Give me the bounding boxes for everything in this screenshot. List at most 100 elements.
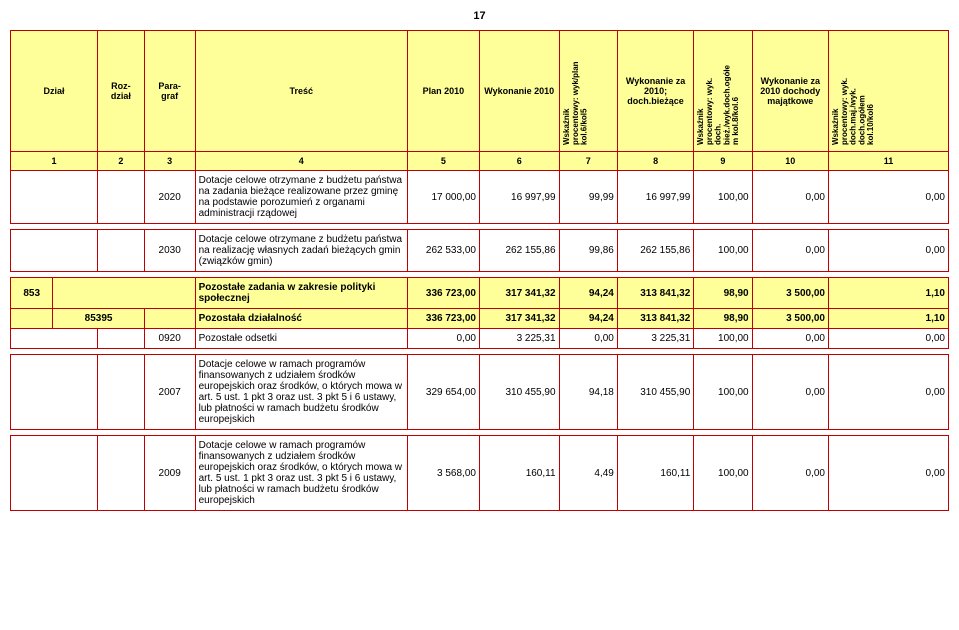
cell-empty bbox=[98, 230, 145, 272]
cell-value: 3 568,00 bbox=[407, 436, 479, 511]
cell-value: 313 841,32 bbox=[617, 278, 693, 309]
cell-empty bbox=[11, 329, 98, 349]
cell-value: 317 341,32 bbox=[479, 309, 559, 329]
cell-value: 0,00 bbox=[752, 355, 828, 430]
cell-value: 0,00 bbox=[752, 436, 828, 511]
colnum-9: 9 bbox=[694, 152, 752, 171]
cell-value: 16 997,99 bbox=[479, 171, 559, 224]
table-row: 2030Dotacje celowe otrzymane z budżetu p… bbox=[11, 230, 949, 272]
cell-value: 3 500,00 bbox=[752, 309, 828, 329]
cell-value: 317 341,32 bbox=[479, 278, 559, 309]
header-row: Dział Roz- dział Para- graf Treść Plan 2… bbox=[11, 31, 949, 152]
cell-value: 262 533,00 bbox=[407, 230, 479, 272]
budget-table: Dział Roz- dział Para- graf Treść Plan 2… bbox=[10, 30, 949, 511]
cell-value: 0,00 bbox=[752, 171, 828, 224]
colnum-2: 2 bbox=[98, 152, 145, 171]
colnum-5: 5 bbox=[407, 152, 479, 171]
cell-value: 98,90 bbox=[694, 309, 752, 329]
cell-value: 94,24 bbox=[559, 309, 617, 329]
cell-value: 0,00 bbox=[752, 230, 828, 272]
cell-paragraf: 0920 bbox=[144, 329, 195, 349]
cell-value: 0,00 bbox=[407, 329, 479, 349]
colnum-7: 7 bbox=[559, 152, 617, 171]
colnum-11: 11 bbox=[829, 152, 949, 171]
cell-tresc: Dotacje celowe w ramach programów finans… bbox=[195, 355, 407, 430]
cell-value: 0,00 bbox=[559, 329, 617, 349]
cell-tresc: Dotacje celowe w ramach programów finans… bbox=[195, 436, 407, 511]
hdr-tresc: Treść bbox=[195, 31, 407, 152]
cell-paragraf: 2020 bbox=[144, 171, 195, 224]
hdr-dzial: Dział bbox=[11, 31, 98, 152]
cell-empty bbox=[98, 436, 145, 511]
cell-value: 313 841,32 bbox=[617, 309, 693, 329]
cell-dzial: 853 bbox=[11, 278, 53, 309]
cell-value: 1,10 bbox=[829, 309, 949, 329]
cell-empty bbox=[98, 171, 145, 224]
cell-value: 4,49 bbox=[559, 436, 617, 511]
cell-empty bbox=[11, 171, 98, 224]
hdr-plan2010: Plan 2010 bbox=[407, 31, 479, 152]
cell-value: 0,00 bbox=[752, 329, 828, 349]
cell-tresc: Pozostałe odsetki bbox=[195, 329, 407, 349]
cell-tresc: Dotacje celowe otrzymane z budżetu państ… bbox=[195, 230, 407, 272]
colnum-4: 4 bbox=[195, 152, 407, 171]
cell-empty bbox=[98, 355, 145, 430]
cell-value: 100,00 bbox=[694, 329, 752, 349]
cell-value: 94,18 bbox=[559, 355, 617, 430]
hdr-wykza2010: Wykonanie za 2010; doch.bieżące bbox=[617, 31, 693, 152]
table-row: 2020Dotacje celowe otrzymane z budżetu p… bbox=[11, 171, 949, 224]
cell-empty bbox=[11, 230, 98, 272]
cell-tresc: Dotacje celowe otrzymane z budżetu państ… bbox=[195, 171, 407, 224]
cell-value: 3 225,31 bbox=[479, 329, 559, 349]
cell-value: 262 155,86 bbox=[617, 230, 693, 272]
cell-value: 98,90 bbox=[694, 278, 752, 309]
cell-value: 160,11 bbox=[479, 436, 559, 511]
cell-value: 100,00 bbox=[694, 355, 752, 430]
cell-value: 329 654,00 bbox=[407, 355, 479, 430]
cell-value: 16 997,99 bbox=[617, 171, 693, 224]
cell-value: 99,86 bbox=[559, 230, 617, 272]
table-row: 853 Pozostałe zadania w zakresie polityki… bbox=[11, 278, 949, 309]
cell-value: 336 723,00 bbox=[407, 309, 479, 329]
colnum-3: 3 bbox=[144, 152, 195, 171]
cell-empty bbox=[98, 329, 145, 349]
cell-value: 0,00 bbox=[829, 329, 949, 349]
cell-rozdzial: 85395 bbox=[53, 309, 144, 329]
cell-value: 100,00 bbox=[694, 171, 752, 224]
hdr-rozdzial: Roz- dział bbox=[98, 31, 145, 152]
colnum-1: 1 bbox=[11, 152, 98, 171]
cell-value: 336 723,00 bbox=[407, 278, 479, 309]
cell-value: 0,00 bbox=[829, 355, 949, 430]
colnum-8: 8 bbox=[617, 152, 693, 171]
hdr-wyk2010: Wykonanie 2010 bbox=[479, 31, 559, 152]
table-row: 85395 Pozostała działalność336 723,00317 … bbox=[11, 309, 949, 329]
table-row: 2007Dotacje celowe w ramach programów fi… bbox=[11, 355, 949, 430]
cell-value: 99,99 bbox=[559, 171, 617, 224]
hdr-wsk3: Wskaźnik procentowy: wyk. doch.maj./wyk.… bbox=[829, 31, 949, 152]
hdr-paragraf: Para- graf bbox=[144, 31, 195, 152]
cell-value: 0,00 bbox=[829, 436, 949, 511]
cell-value: 100,00 bbox=[694, 436, 752, 511]
hdr-wsk1: Wskaźnik procentowy: wyk/plan kol.6/kol5 bbox=[559, 31, 617, 152]
cell-value: 94,24 bbox=[559, 278, 617, 309]
cell-tresc: Pozostałe zadania w zakresie polityki sp… bbox=[195, 278, 407, 309]
colnum-10: 10 bbox=[752, 152, 828, 171]
cell-tresc: Pozostała działalność bbox=[195, 309, 407, 329]
cell-paragraf: 2030 bbox=[144, 230, 195, 272]
cell-value: 100,00 bbox=[694, 230, 752, 272]
cell-value: 160,11 bbox=[617, 436, 693, 511]
cell-value: 0,00 bbox=[829, 230, 949, 272]
cell-empty bbox=[144, 309, 195, 329]
table-row: 0920Pozostałe odsetki0,003 225,310,003 2… bbox=[11, 329, 949, 349]
cell-paragraf: 2009 bbox=[144, 436, 195, 511]
cell-empty bbox=[11, 309, 53, 329]
cell-value: 1,10 bbox=[829, 278, 949, 309]
cell-value: 17 000,00 bbox=[407, 171, 479, 224]
cell-value: 3 225,31 bbox=[617, 329, 693, 349]
cell-value: 310 455,90 bbox=[617, 355, 693, 430]
cell-empty bbox=[11, 355, 98, 430]
cell-value: 262 155,86 bbox=[479, 230, 559, 272]
table-row: 2009Dotacje celowe w ramach programów fi… bbox=[11, 436, 949, 511]
hdr-wsk2: Wskaźnik procentowy: wyk. doch. bież./wy… bbox=[694, 31, 752, 152]
cell-value: 310 455,90 bbox=[479, 355, 559, 430]
